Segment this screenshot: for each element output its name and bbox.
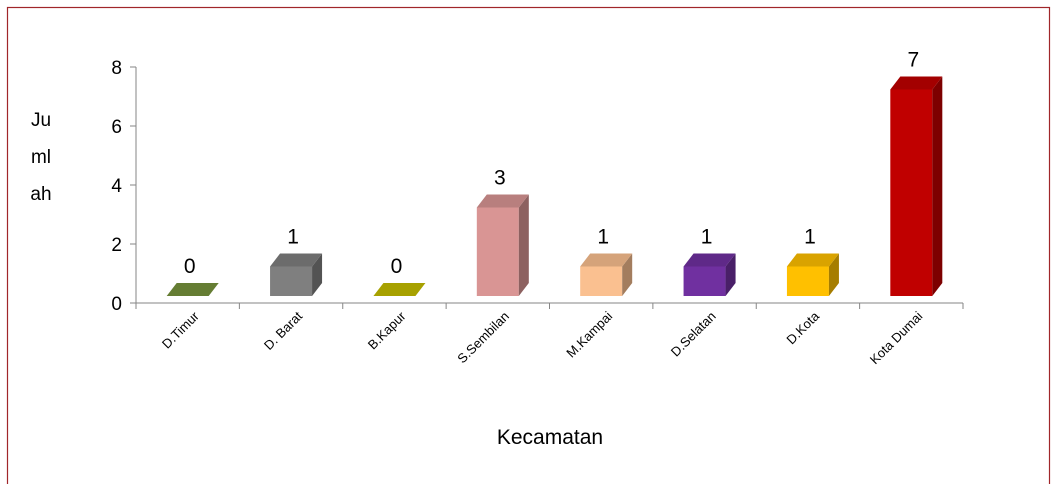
value-label: 0 [391, 255, 403, 278]
value-label: 1 [597, 226, 609, 249]
bar-side [828, 253, 839, 296]
bar-top [373, 283, 426, 296]
bar-side [518, 194, 529, 296]
x-axis-label: Kecamatan [497, 426, 603, 449]
value-label: 1 [287, 226, 299, 249]
bar-side [932, 76, 943, 296]
bar-side [622, 253, 633, 296]
bar-top [890, 76, 943, 90]
bar-front [270, 266, 313, 296]
bar-front [476, 207, 519, 296]
x-tick-label: D.Timur [159, 308, 202, 351]
bar [786, 253, 839, 296]
bar [476, 194, 529, 296]
y-tick-label: 8 [111, 58, 122, 79]
x-tick-label: D.Selatan [668, 309, 719, 360]
bar [580, 253, 633, 296]
bar [373, 283, 426, 296]
value-label: 7 [907, 49, 919, 72]
x-tick-label: D.Kota [783, 308, 822, 347]
value-label: 0 [184, 255, 196, 278]
bar [166, 283, 219, 296]
x-tick-label: S.Sembilan [454, 309, 512, 367]
bar-front [786, 266, 829, 296]
value-label: 1 [701, 226, 713, 249]
x-tick-label: B.Kapur [365, 308, 409, 352]
bar-side [725, 253, 736, 296]
bar [683, 253, 736, 296]
bar-front [580, 266, 623, 296]
bar-side [312, 253, 323, 296]
bar-top [580, 253, 633, 267]
x-tick-label: Kota Dumai [867, 308, 926, 367]
value-label: 3 [494, 167, 506, 190]
bar [270, 253, 323, 296]
value-label: 1 [804, 226, 816, 249]
bar-top [683, 253, 736, 267]
y-axis-label: Jumlah [30, 110, 52, 205]
chart-border [6, 6, 1051, 484]
y-tick-label: 4 [111, 176, 122, 197]
bar [890, 76, 943, 296]
bar-top [786, 253, 839, 267]
bar-top [166, 283, 219, 296]
bar-top [476, 194, 529, 208]
bar-top [270, 253, 323, 267]
y-tick-label: 2 [111, 235, 122, 256]
bar-front [890, 89, 933, 296]
y-tick-label: 0 [111, 294, 122, 315]
x-tick-label: M.Kampai [563, 308, 615, 360]
bar-front [683, 266, 726, 296]
x-tick-label: D. Barat [261, 308, 306, 353]
y-tick-label: 6 [111, 117, 122, 138]
